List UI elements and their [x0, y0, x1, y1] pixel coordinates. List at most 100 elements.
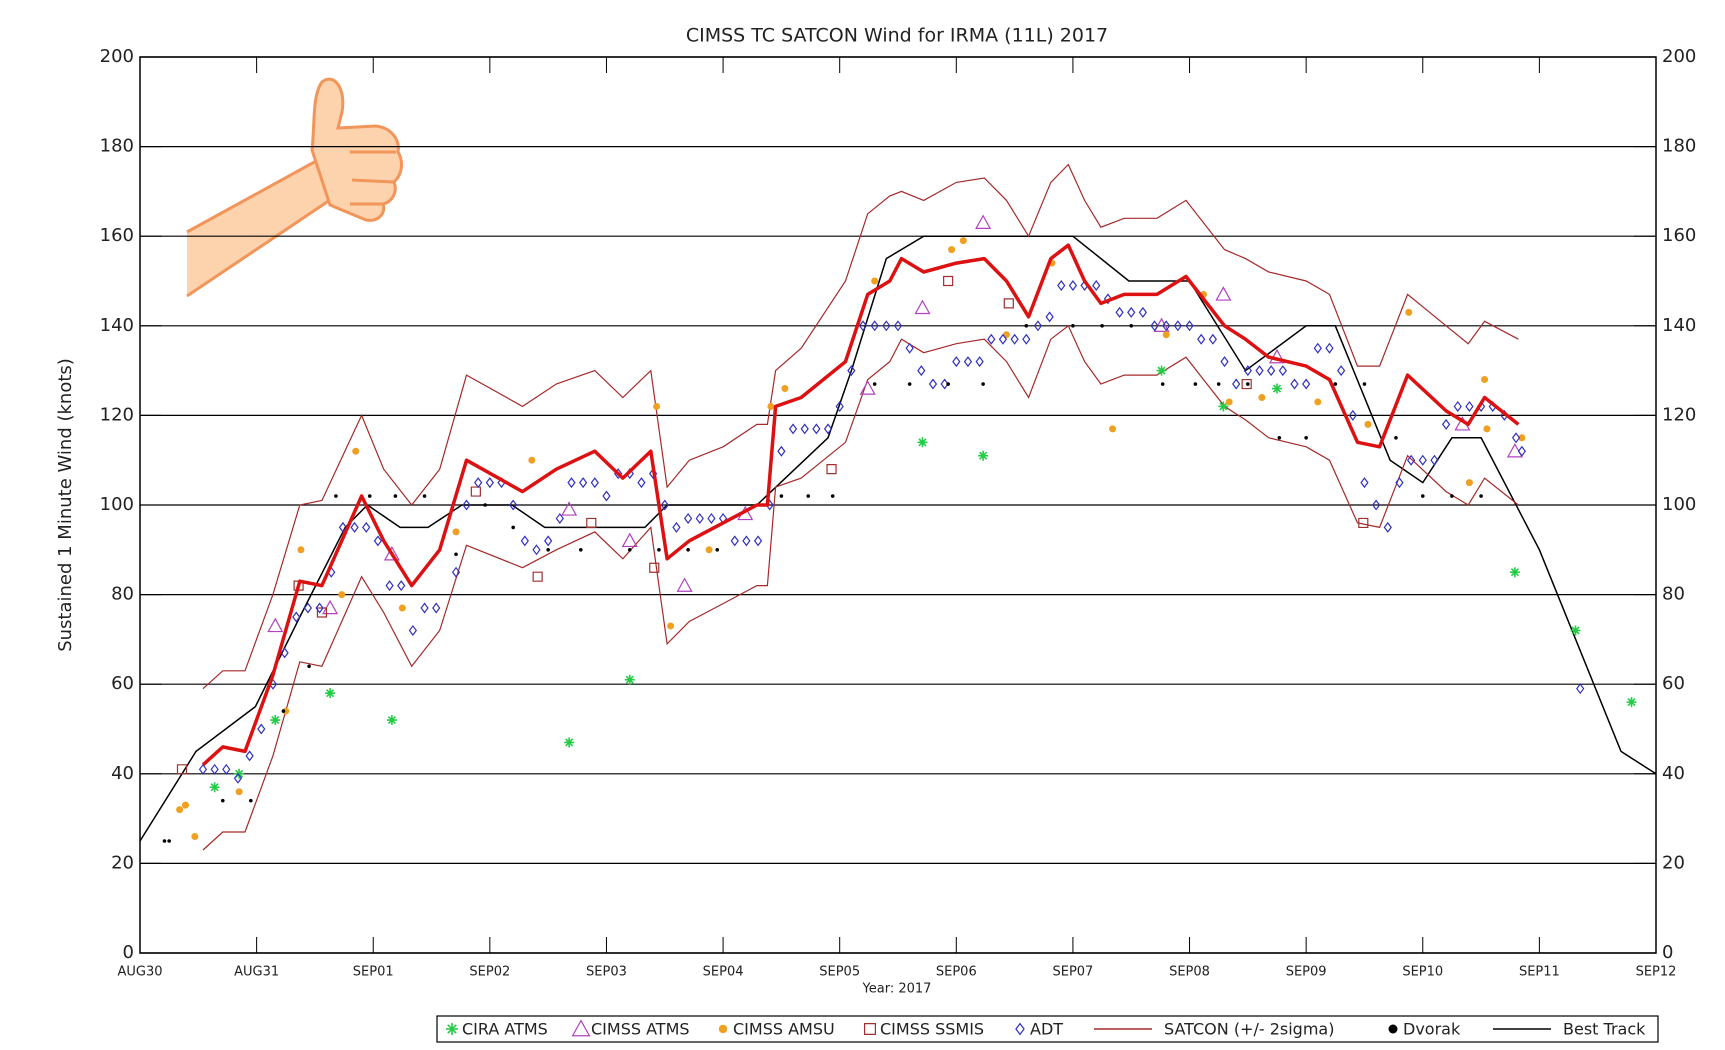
point	[1314, 398, 1322, 406]
point	[707, 512, 716, 524]
point	[373, 535, 383, 547]
point	[978, 450, 989, 461]
point	[998, 333, 1008, 345]
point	[1278, 365, 1287, 377]
point	[621, 532, 638, 548]
point	[660, 499, 669, 511]
y2-tick-label: 100	[1662, 494, 1696, 515]
x-tick-label: SEP10	[1402, 965, 1443, 980]
point	[362, 521, 371, 533]
point	[270, 715, 281, 726]
point	[1127, 306, 1136, 318]
y-tick-label: 140	[100, 315, 134, 336]
point	[1372, 499, 1381, 511]
point	[281, 709, 286, 713]
point	[835, 400, 844, 412]
point	[1208, 333, 1217, 345]
point	[579, 548, 583, 552]
point	[1173, 320, 1182, 332]
point	[432, 602, 441, 614]
point	[393, 494, 398, 498]
point	[602, 490, 611, 502]
point	[408, 624, 418, 636]
point	[233, 772, 243, 784]
x-tick-label: AUG31	[234, 965, 279, 980]
point	[1302, 378, 1311, 390]
point	[1156, 365, 1167, 376]
legend-swatch	[864, 1023, 876, 1035]
legend-label: Best Track	[1563, 1020, 1646, 1039]
point	[806, 494, 811, 498]
point	[1570, 625, 1581, 636]
x-tick-label: SEP09	[1286, 965, 1327, 980]
point	[1225, 398, 1233, 406]
point	[454, 552, 458, 557]
point	[948, 246, 956, 254]
x-tick-label: SEP12	[1636, 965, 1677, 980]
point	[1138, 306, 1148, 318]
point	[1479, 494, 1483, 498]
point	[564, 737, 575, 748]
legend-box	[436, 1015, 1659, 1043]
point	[1002, 331, 1010, 339]
x-tick-label: SEP11	[1519, 965, 1560, 980]
point	[1395, 477, 1404, 489]
point	[823, 423, 833, 435]
point	[1483, 425, 1491, 433]
point	[267, 617, 284, 633]
point	[624, 674, 635, 685]
arm	[187, 160, 330, 296]
point	[676, 577, 693, 592]
point	[1383, 521, 1392, 533]
point	[1003, 298, 1014, 309]
point	[561, 501, 578, 516]
point	[485, 477, 494, 489]
point	[176, 764, 188, 775]
satcon-lower-line	[202, 324, 1519, 851]
point	[292, 611, 301, 623]
point	[352, 447, 360, 455]
point	[176, 806, 184, 814]
point	[946, 382, 950, 386]
point	[167, 839, 171, 843]
legend-label: CIMSS SSMIS	[880, 1020, 984, 1039]
point	[590, 477, 599, 489]
point	[893, 320, 903, 332]
point	[1024, 324, 1029, 328]
point	[1268, 348, 1286, 364]
y-tick-label: 20	[111, 852, 134, 873]
point	[555, 512, 564, 524]
legend-swatch	[1388, 1024, 1398, 1034]
point	[1162, 331, 1170, 339]
y2-tick-label: 120	[1662, 404, 1696, 425]
x-tick-label: SEP04	[703, 965, 744, 980]
point	[981, 382, 985, 386]
legend-label: CIMSS ATMS	[591, 1020, 690, 1039]
x-tick-label: SEP05	[819, 965, 860, 980]
point	[350, 521, 359, 533]
y-tick-label: 60	[111, 673, 134, 694]
point	[470, 486, 481, 497]
point	[198, 763, 208, 775]
point	[474, 477, 483, 489]
point	[338, 591, 346, 599]
point	[847, 365, 856, 377]
point	[210, 763, 219, 775]
point	[162, 839, 167, 843]
point	[1517, 445, 1527, 457]
legend-label: CIMSS AMSU	[733, 1020, 835, 1039]
point	[917, 365, 926, 377]
point	[1358, 517, 1369, 529]
point	[779, 494, 784, 498]
point	[637, 477, 646, 489]
y-tick-label: 120	[100, 404, 134, 425]
point	[1068, 279, 1078, 291]
point	[1290, 378, 1299, 390]
point	[1405, 308, 1413, 316]
point	[753, 535, 763, 547]
point	[1509, 567, 1520, 578]
point	[871, 277, 879, 285]
point	[1057, 279, 1066, 291]
point	[509, 499, 518, 511]
